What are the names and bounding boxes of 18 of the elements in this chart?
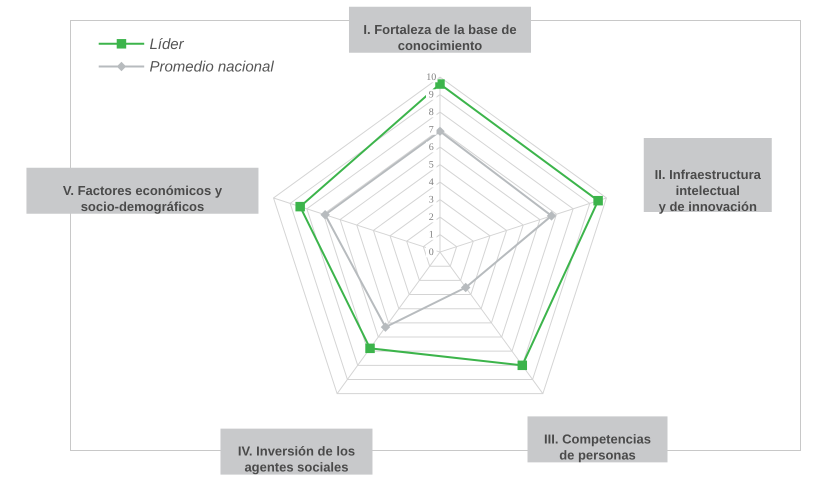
y-tick-label: 6 [428,142,434,154]
y-tick-label: 0 [428,247,434,258]
y-tick-label: 8 [428,107,434,118]
spoke-label: II. Infraestructura intelectual y de innovación [654,167,762,214]
spoke-label: V. Factores económicos y socio-demográficos [62,182,223,214]
y-tick-label: 3 [428,194,434,206]
spoke-label: III. Competencias de personas [544,431,651,462]
spoke-label: IV. Inversión de los agentes sociales [238,444,356,475]
y-tick-label: 9 [428,90,434,101]
y-tick-label: 2 [428,212,434,224]
y-tick-label: 5 [428,160,434,171]
legend-label: Líder [149,36,185,53]
y-tick-label: 7 [428,124,434,136]
y-tick-label: 10 [426,72,436,84]
legend-label: Promedio nacional [149,58,274,76]
y-tick-label: 4 [428,177,434,188]
y-tick-label: 1 [428,230,434,241]
spoke-label: I. Fortaleza de la base de conocimiento [363,22,517,53]
